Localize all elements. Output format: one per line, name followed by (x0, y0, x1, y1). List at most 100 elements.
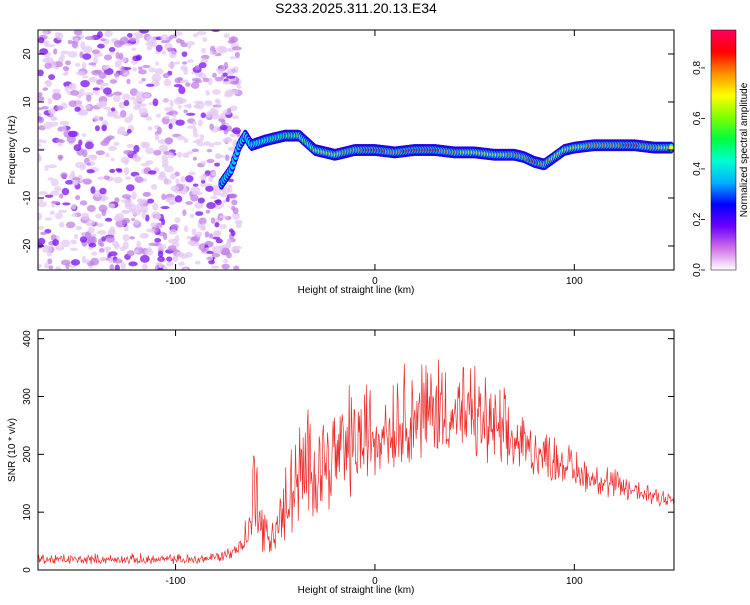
spectrogram-ytick-label: -10 (22, 190, 33, 205)
heatmap-noise-cell (105, 235, 115, 243)
heatmap-noise-cell (232, 115, 240, 120)
snr-xtick-label: 100 (566, 576, 583, 587)
heatmap-noise-cell (201, 47, 206, 54)
heatmap-noise-cell (123, 149, 133, 155)
heatmap-noise-cell (103, 246, 112, 251)
heatmap-noise-cell (88, 62, 97, 66)
heatmap-noise-cell (122, 233, 130, 242)
heatmap-noise-cell (138, 80, 144, 85)
heatmap-noise-cell (179, 79, 189, 84)
heatmap-noise-cell (50, 178, 59, 187)
snr-xtick-label: 0 (372, 576, 378, 587)
spectrogram-ylabel: Frequency (Hz) (7, 116, 18, 185)
heatmap-noise-cell (98, 248, 105, 253)
heatmap-noise-cell (215, 238, 223, 244)
heatmap-noise-cell (115, 52, 121, 59)
heatmap-noise-cell (172, 255, 179, 262)
heatmap-noise-cell (133, 98, 139, 106)
heatmap-noise-cell (84, 104, 91, 110)
heatmap-noise-cell (77, 110, 88, 116)
heatmap-noise-cell (105, 152, 110, 158)
heatmap-noise-cell (96, 223, 104, 228)
heatmap-noise-cell (98, 116, 104, 122)
heatmap-noise-cell (99, 85, 105, 92)
heatmap-noise-cell (196, 30, 207, 36)
heatmap-noise-cell (210, 195, 218, 200)
heatmap-noise-cell (168, 228, 178, 235)
heatmap-noise-cell (204, 101, 213, 107)
heatmap-noise-cell (72, 177, 81, 181)
heatmap-noise-cell (223, 33, 231, 39)
heatmap-noise-cell (158, 144, 169, 153)
heatmap-noise-cell (155, 44, 163, 52)
heatmap-noise-cell (139, 232, 149, 239)
heatmap-noise-cell (131, 191, 137, 200)
heatmap-noise-cell (147, 126, 153, 131)
heatmap-noise-cell (86, 94, 92, 102)
heatmap-noise-cell (44, 194, 54, 198)
heatmap-noise-cell (42, 245, 52, 249)
heatmap-noise-cell (112, 258, 123, 264)
heatmap-noise-cell (168, 201, 175, 206)
heatmap-noise-cell (196, 231, 202, 238)
heatmap-noise-cell (52, 92, 62, 101)
heatmap-noise-cell (109, 264, 115, 270)
heatmap-noise-cell (168, 123, 173, 130)
heatmap-noise-cell (75, 225, 83, 231)
heatmap-noise-cell (129, 236, 136, 240)
heatmap-noise-cell (192, 127, 198, 135)
heatmap-noise-cell (95, 150, 106, 156)
heatmap-noise-cell (109, 79, 118, 84)
heatmap-noise-cell (38, 116, 45, 124)
heatmap-noise-cell (67, 130, 78, 138)
heatmap-noise-cell (110, 107, 116, 112)
heatmap-noise-cell (51, 200, 60, 205)
heatmap-noise-cell (146, 35, 155, 44)
heatmap-noise-cell (103, 54, 113, 61)
heatmap-noise-cell (99, 256, 107, 262)
heatmap-noise-cell (206, 110, 212, 118)
heatmap-noise-cell (192, 120, 197, 126)
heatmap-noise-cell (110, 157, 116, 162)
heatmap-noise-cell (181, 51, 188, 57)
snr-xtick-label: -100 (166, 576, 186, 587)
colorbar-tick-label: 0.0 (692, 263, 703, 277)
heatmap-noise-cell (60, 239, 71, 248)
heatmap-noise-cell (38, 37, 45, 44)
heatmap-noise-cell (214, 230, 221, 238)
heatmap-noise-cell (197, 119, 203, 127)
heatmap-noise-cell (222, 80, 231, 85)
heatmap-noise-cell (219, 215, 229, 219)
heatmap-noise-cell (47, 258, 53, 265)
heatmap-noise-cell (212, 188, 217, 197)
colorbar: 0.0 0.2 0.4 0.6 0.8 Normalized spectral ampl… (692, 29, 750, 277)
heatmap-noise-cell (201, 248, 207, 253)
heatmap-noise-cell (170, 173, 177, 180)
snr-ytick-label: 0 (22, 567, 33, 573)
heatmap-noise-cell (74, 195, 81, 201)
heatmap-noise-cell (128, 261, 138, 267)
heatmap-noise-cell (142, 178, 148, 182)
heatmap-noise-cell (104, 217, 113, 222)
heatmap-noise-cell (185, 82, 191, 87)
heatmap-noise-cell (79, 236, 88, 243)
heatmap-noise-cell (172, 113, 177, 118)
heatmap-noise-cell (211, 246, 217, 253)
snr-ytick-label: 100 (22, 503, 33, 520)
heatmap-noise-cell (147, 170, 157, 175)
heatmap-noise-cell (96, 31, 103, 39)
heatmap-noise-cell (139, 30, 149, 34)
heatmap-noise-cell (100, 38, 106, 42)
heatmap-noise-cell (38, 111, 42, 117)
heatmap-noise-cell (164, 137, 174, 145)
heatmap-noise-cell (132, 55, 141, 62)
heatmap-noise-cell (88, 242, 97, 248)
heatmap-noise-cell (202, 37, 208, 43)
heatmap-noise-cell (185, 251, 193, 258)
heatmap-noise-cell (55, 32, 64, 41)
heatmap-noise-cell (221, 263, 230, 270)
heatmap-noise-cell (42, 139, 47, 144)
heatmap-noise-cell (120, 199, 130, 203)
heatmap-noise-cell (92, 87, 101, 91)
heatmap-noise-cell (183, 68, 189, 76)
